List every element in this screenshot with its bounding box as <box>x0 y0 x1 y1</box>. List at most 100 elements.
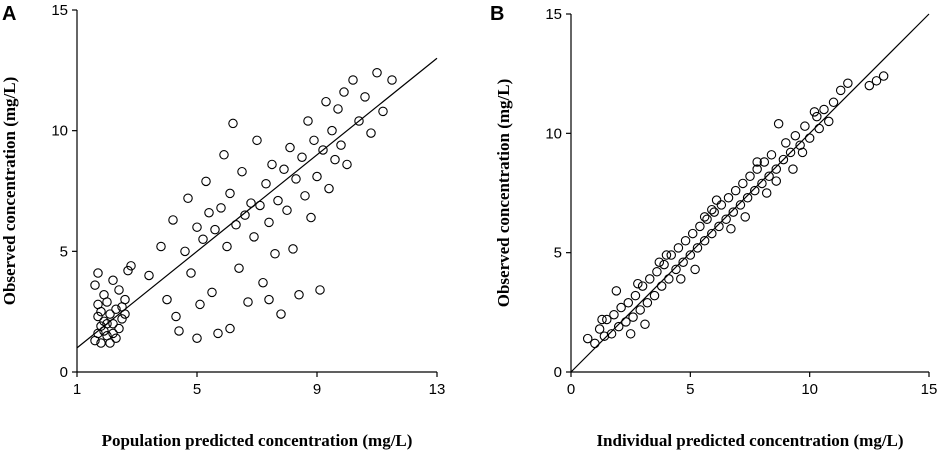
data-point <box>752 157 762 167</box>
x-tick-label: 10 <box>801 381 818 398</box>
data-point <box>96 321 106 331</box>
data-point <box>687 228 698 239</box>
x-tick-label: 13 <box>429 381 446 398</box>
data-point <box>738 178 748 189</box>
data-point <box>721 214 731 225</box>
data-point <box>773 119 784 129</box>
data-point <box>625 329 636 339</box>
data-point <box>616 302 626 313</box>
data-point <box>590 338 600 349</box>
data-point <box>315 285 325 295</box>
data-point <box>156 241 166 252</box>
data-point <box>726 224 736 234</box>
x-tick-label: 0 <box>567 381 575 398</box>
data-point <box>707 204 717 215</box>
panel-a-letter: A <box>2 3 16 25</box>
data-point <box>126 261 136 271</box>
data-point <box>354 116 364 126</box>
data-point <box>597 314 607 325</box>
data-point <box>606 329 617 339</box>
data-point <box>225 323 235 334</box>
data-point <box>111 304 121 315</box>
data-point <box>613 321 624 332</box>
panel-a-identity-line <box>76 57 438 349</box>
x-tick-label: 1 <box>73 381 81 398</box>
data-point <box>666 250 676 260</box>
data-point <box>709 207 719 217</box>
data-point <box>183 193 193 203</box>
data-point <box>120 309 130 319</box>
data-point <box>781 138 791 148</box>
data-point <box>222 241 232 252</box>
data-point <box>795 140 805 151</box>
data-point <box>699 212 710 222</box>
y-tick-label: 10 <box>51 123 68 140</box>
data-point <box>788 164 798 174</box>
data-point <box>252 135 262 146</box>
data-point <box>105 338 115 348</box>
data-point <box>174 326 184 336</box>
data-point <box>111 333 121 343</box>
data-point <box>279 164 289 175</box>
data-point <box>108 275 118 286</box>
data-point <box>761 188 772 198</box>
data-point <box>711 195 722 205</box>
data-point <box>348 75 358 85</box>
data-point <box>258 277 268 288</box>
data-point <box>714 221 724 232</box>
data-point <box>387 75 397 85</box>
data-point <box>342 159 352 170</box>
data-point <box>664 274 674 284</box>
data-point <box>336 140 346 150</box>
data-point <box>282 205 292 216</box>
data-point <box>621 317 631 327</box>
data-point <box>162 294 172 305</box>
data-point <box>366 128 376 138</box>
data-point <box>201 176 211 187</box>
data-point <box>261 179 271 189</box>
y-tick-label: 15 <box>51 2 68 19</box>
data-point <box>637 281 648 291</box>
data-point <box>339 87 349 97</box>
data-point <box>633 278 643 289</box>
data-point <box>690 264 700 275</box>
data-point <box>654 257 665 267</box>
data-point <box>171 311 181 322</box>
data-point <box>204 207 214 218</box>
data-point <box>288 244 298 254</box>
data-point <box>735 200 746 210</box>
data-point <box>276 309 286 319</box>
data-point <box>819 104 829 115</box>
data-point <box>702 214 712 225</box>
data-point <box>656 281 667 291</box>
data-point <box>652 267 662 277</box>
data-point <box>264 294 274 305</box>
data-point <box>114 285 124 295</box>
data-point <box>582 333 593 344</box>
y-tick-label: 10 <box>545 125 562 142</box>
data-point <box>790 130 801 141</box>
data-point <box>267 159 277 170</box>
data-point <box>678 257 688 267</box>
data-point <box>273 195 283 206</box>
data-point <box>270 248 280 259</box>
data-point <box>237 166 247 177</box>
data-point <box>255 200 265 211</box>
data-point <box>108 328 118 339</box>
data-point <box>243 297 253 307</box>
data-point <box>264 217 274 228</box>
data-point <box>312 171 322 182</box>
data-point <box>680 235 691 246</box>
data-point <box>764 171 774 182</box>
panel-b: B 0 5 10 15 0 5 10 15 Individual predicted conc… <box>490 3 937 450</box>
data-point <box>659 259 669 270</box>
data-point <box>207 287 217 298</box>
data-point <box>716 200 727 210</box>
data-point <box>372 67 382 78</box>
data-point <box>871 76 882 86</box>
data-point <box>640 319 650 330</box>
data-point <box>93 311 103 322</box>
data-point <box>649 290 660 301</box>
data-point <box>330 154 340 165</box>
